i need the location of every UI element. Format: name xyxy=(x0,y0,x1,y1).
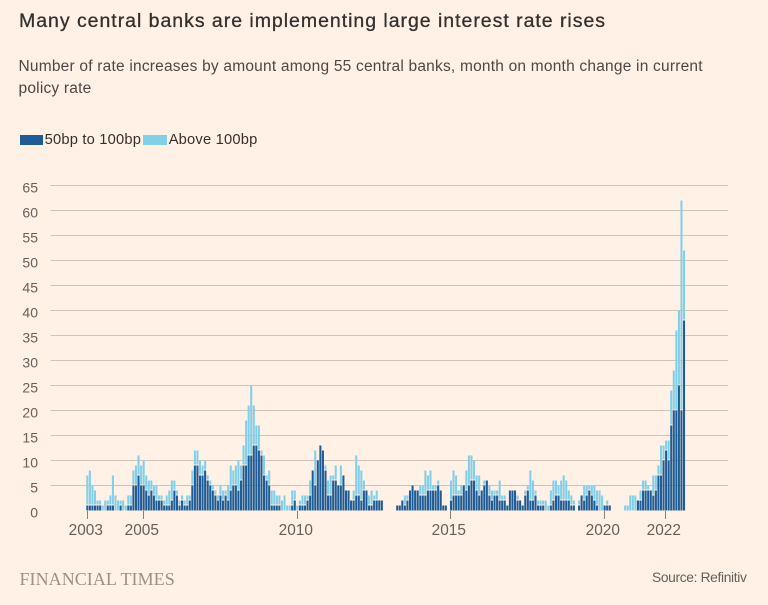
svg-text:2015: 2015 xyxy=(432,522,466,539)
svg-text:40: 40 xyxy=(22,304,38,320)
svg-text:65: 65 xyxy=(22,179,38,195)
svg-text:30: 30 xyxy=(22,354,38,370)
svg-text:2003: 2003 xyxy=(69,522,103,539)
svg-text:0: 0 xyxy=(30,504,38,520)
svg-text:25: 25 xyxy=(22,379,38,395)
svg-text:35: 35 xyxy=(22,329,38,345)
svg-text:50: 50 xyxy=(22,254,38,270)
svg-text:20: 20 xyxy=(22,404,38,420)
svg-text:2010: 2010 xyxy=(279,522,313,539)
svg-text:5: 5 xyxy=(30,479,38,495)
svg-text:55: 55 xyxy=(22,229,38,245)
svg-text:60: 60 xyxy=(22,204,38,220)
svg-text:2022: 2022 xyxy=(647,522,681,539)
svg-text:15: 15 xyxy=(22,429,38,445)
svg-text:2020: 2020 xyxy=(586,522,620,539)
svg-text:10: 10 xyxy=(22,454,38,470)
svg-text:2005: 2005 xyxy=(125,522,159,539)
svg-text:45: 45 xyxy=(22,279,38,295)
